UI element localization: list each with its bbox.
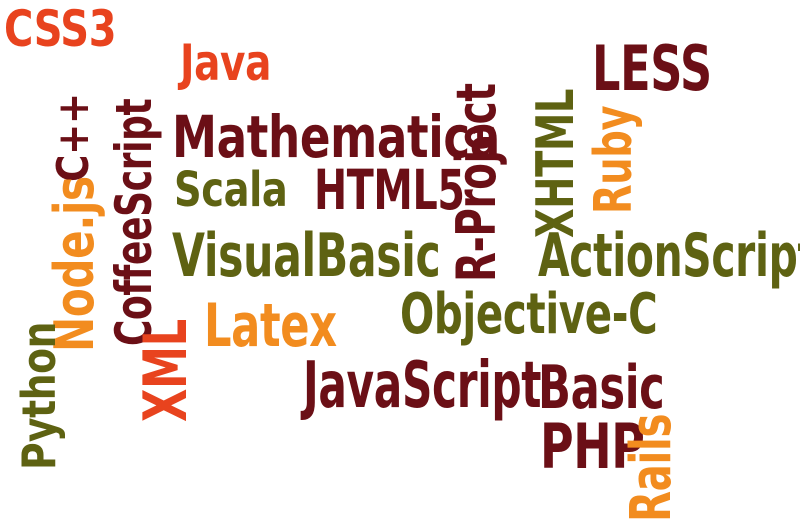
word-latex: Latex [204,291,337,361]
word-java: Java [180,34,272,92]
word-actionscript: ActionScript [538,221,800,291]
word-ruby: Ruby [584,105,644,214]
word-xhtml: XHTML [526,88,586,239]
word-php: PHP [540,410,645,483]
word-coffeescript: CoffeeScript [105,98,163,347]
word-visualbasic: VisualBasic [172,221,441,291]
word-r-project: R-Project [445,83,508,282]
word-html5: HTML5 [314,158,465,222]
word-scala: Scala [174,162,288,218]
word-xml: XML [131,319,201,422]
word-mathematica: Mathematica [172,103,500,171]
word-javascript: JavaScript [303,349,542,423]
word-basic: Basic [538,353,665,423]
word-cpp: C++ [48,93,99,182]
word-css3: CSS3 [4,0,117,58]
word-python: Python [12,321,66,470]
word-less: LESS [592,32,712,105]
word-rails: Rails [619,413,684,522]
word-objective-c: Objective-C [400,282,658,347]
